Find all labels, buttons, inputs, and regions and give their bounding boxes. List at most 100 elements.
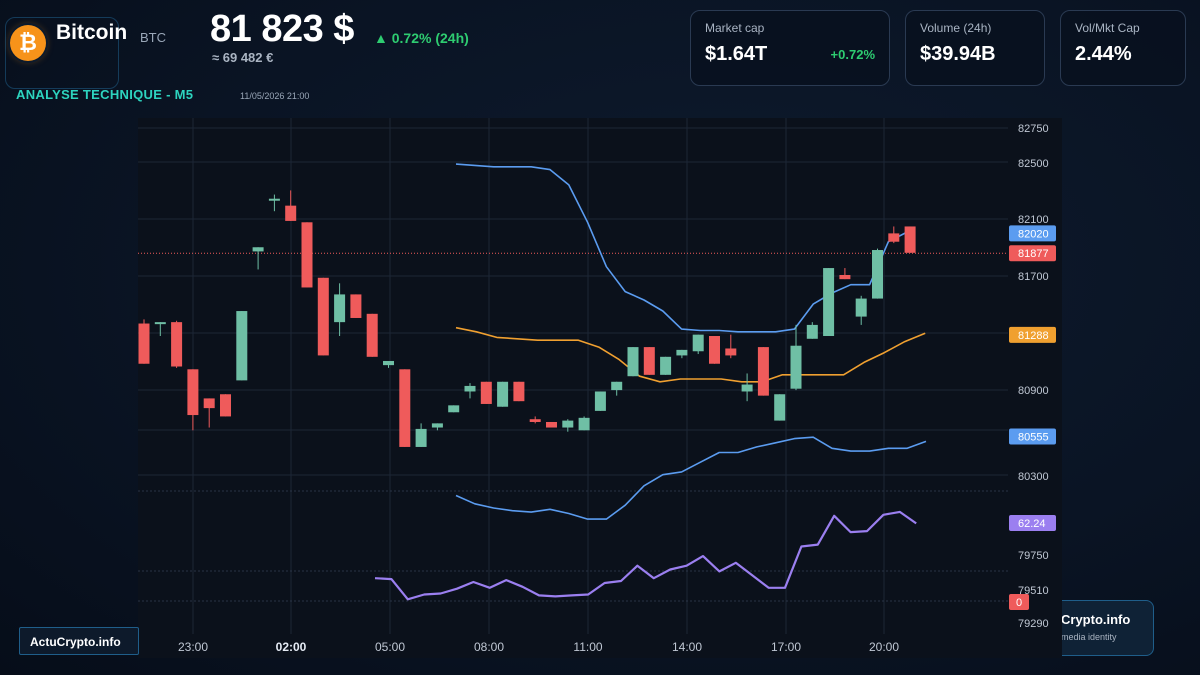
x-tick-label: 17:00 [771,640,801,654]
candle-body [741,384,753,392]
candle-body [236,311,248,381]
market-cap-card: Market cap $1.64T +0.72% [690,10,890,86]
y-tick-label: 80900 [1018,385,1049,397]
price-label-bg [1009,245,1056,262]
x-tick-label: 05:00 [375,640,405,654]
price-label-bg [1009,326,1056,343]
watermark-left-text: ActuCrypto.info [30,635,121,649]
frame-top-left [5,17,119,89]
candle-body [285,205,297,221]
candle-body [725,348,737,356]
watermark-left: ActuCrypto.info [19,627,139,655]
price-chart: 23:00 02:00 05:00 08:00 11:00 14:00 17:00 20:00… [138,118,1062,658]
candle-body [431,423,443,428]
chart-panel: 23:00 02:00 05:00 08:00 11:00 14:00 17:00 20:00… [138,118,1062,658]
candle-body [220,394,231,417]
candle-body [806,324,818,339]
volume-label: Volume (24h) [920,21,992,35]
section-title: ANALYSE TECHNIQUE - M5 [16,87,194,102]
volume-value: $39.94B [920,43,996,65]
candle-body [839,274,851,280]
current-price: 81 823 $ [210,8,354,50]
rsi-label-bg [1009,515,1056,531]
x-tick-label: 20:00 [869,640,899,654]
candle-body [366,313,378,357]
candle-body [562,420,574,428]
watermark-right-title: Crypto.info [1061,612,1131,627]
candle-body [578,417,590,431]
candle-body [334,294,346,323]
candle-body [823,268,835,337]
candle-body [611,381,623,391]
price-label: 80555 [1018,432,1049,444]
candle-body [268,198,280,201]
candle-body [480,381,492,404]
watermark-right-sub: media identity [1061,632,1117,642]
price-label: 82020 [1018,228,1049,240]
y-tick-label: 82500 [1018,158,1049,170]
candle-body [317,277,329,356]
candle-body [774,394,786,421]
candle-body [676,349,688,356]
candle-body [171,322,183,367]
y-tick-label: 79750 [1018,550,1049,562]
price-change-24h: ▲ 0.72% (24h) [374,30,469,46]
price-label-bg [1009,225,1056,242]
price-label-bg [1009,428,1056,445]
candle-body [594,391,606,411]
candle-body [757,347,769,396]
candle-body [415,428,427,447]
coin-symbol: BTC [140,30,166,45]
y-tick-label: 80300 [1018,471,1049,483]
y-tick-label: 79290 [1018,618,1049,630]
x-tick-label: 11:00 [573,640,602,654]
chart-datetime: 11/05/2026 21:00 [240,91,310,101]
bollinger-middle-line [455,326,926,383]
candle-body [464,385,476,392]
candle-body [627,347,639,377]
candle-body [855,298,867,317]
market-cap-label: Market cap [705,21,765,35]
candle-body [399,369,411,447]
vol-mkt-card: Vol/Mkt Cap 2.44% [1060,10,1186,86]
market-cap-value: $1.64T [705,43,768,65]
candle-body [660,356,672,375]
candle-body [203,398,215,409]
candle-body [350,294,362,318]
candle-body [513,381,525,402]
price-label: 81288 [1018,330,1049,342]
y-tick-label: 81700 [1018,271,1049,283]
vol-mkt-value: 2.44% [1075,43,1132,65]
candle-body [790,345,802,389]
vol-mkt-label: Vol/Mkt Cap [1075,21,1140,35]
rsi-label-bg [1009,594,1029,610]
candle-body [448,405,460,413]
candle-body [383,360,394,366]
x-tick-label: 23:00 [178,640,208,654]
rsi-label: 62.24 [1018,518,1046,530]
candle-body [709,336,720,364]
candle-body [529,419,541,422]
candle-body [252,247,264,252]
bitcoin-icon: ₿ [10,25,46,61]
candle-body [692,334,704,352]
rsi-label: 0 [1016,597,1022,609]
candle-body [546,421,557,428]
candle-body [187,369,199,416]
x-tick-label: 08:00 [474,640,504,654]
y-tick-label: 82750 [1018,123,1049,135]
bollinger-lower-line [455,436,927,520]
candle-body [154,322,166,325]
x-tick-label: 02:00 [276,640,307,654]
candle-body [301,222,313,288]
coin-name: Bitcoin [56,21,128,44]
candle-body [138,323,150,364]
candle-body [497,381,509,407]
candle-body [904,226,916,253]
candle-body [872,250,883,299]
volume-card: Volume (24h) $39.94B [905,10,1045,86]
market-cap-delta: +0.72% [830,47,875,62]
candle-body [888,233,900,242]
y-tick-label: 82100 [1018,214,1049,226]
candle-body [643,347,655,375]
